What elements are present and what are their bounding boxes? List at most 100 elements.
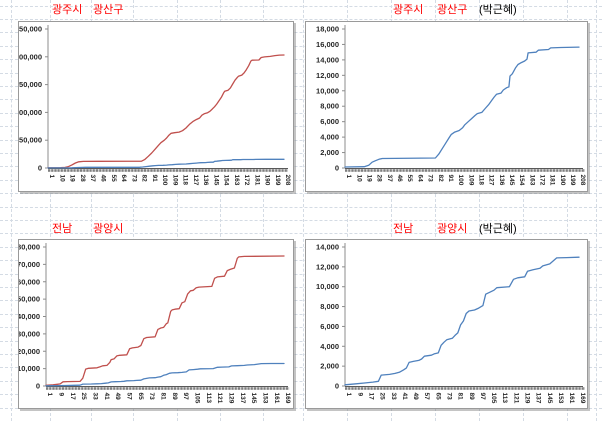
x-axis-tick-label: 169: [579, 393, 586, 404]
x-axis-tick-label: 100: [161, 175, 168, 186]
chart-jeonnam-gwangyang-park[interactable]: 0 2,000 4,000 6,000 8,000 10,000 12,000 14,000 1…: [305, 239, 588, 409]
x-axis-tick-label: 73: [427, 175, 434, 183]
x-axis-tick-label: 161: [568, 393, 575, 404]
y-axis-tick-label: 50,000: [19, 295, 40, 304]
y-axis-tick-label: 12,000: [316, 262, 339, 271]
x-axis-tick-label: 37: [386, 175, 393, 183]
y-axis-tick-label: 150,000: [19, 80, 42, 89]
x-axis-tick-label: 25: [379, 393, 386, 401]
x-axis-tick-label: 1: [345, 175, 352, 179]
x-axis-tick-label: 199: [569, 175, 576, 186]
chart-canvas: 0 2,000 4,000 6,000 8,000 10,000 12,000 14,000 1…: [316, 25, 586, 186]
y-axis-tick-label: 0: [38, 164, 42, 173]
chart-jeonnam-gwangyang-all[interactable]: 0 10,000 20,000 30,000 40,000 50,000 60,000 70,…: [18, 239, 294, 409]
x-axis-tick-label: 163: [528, 175, 535, 186]
cell-candidate-note-2[interactable]: (박근혜): [479, 223, 517, 235]
x-axis-tick-label: 41: [401, 393, 408, 401]
x-axis-tick-label: 1: [345, 393, 352, 397]
x-axis-tick-label: 105: [194, 393, 201, 404]
x-axis-tick-label: 81: [160, 393, 167, 401]
x-axis-tick-label: 49: [114, 393, 121, 401]
x-axis-tick-label: 46: [100, 175, 107, 183]
cell-candidate-note[interactable]: (박근혜): [479, 4, 517, 16]
x-axis-tick-label: 9: [356, 393, 363, 397]
x-axis-tick-label: 136: [202, 175, 209, 186]
x-axis-tick-label: 153: [557, 393, 564, 404]
y-axis-tick-label: 10,000: [19, 364, 40, 373]
x-axis-tick-label: 137: [239, 393, 246, 404]
chart-canvas: 0 10,000 20,000 30,000 40,000 50,000 60,000 70,…: [19, 243, 291, 404]
y-axis-tick-label: 16,000: [316, 40, 339, 49]
y-axis-tick-label: 6,000: [320, 117, 339, 126]
x-axis-tick-label: 55: [406, 175, 413, 183]
x-axis-tick-label: 49: [412, 393, 419, 401]
y-axis-tick-label: 100,000: [19, 108, 42, 117]
x-axis-tick-label: 91: [447, 175, 454, 183]
x-axis-tick-label: 91: [151, 175, 158, 183]
x-axis-tick-label: 97: [479, 393, 486, 401]
chart-gwangju-gwangsan-park[interactable]: 0 2,000 4,000 6,000 8,000 10,000 12,000 14,000 1…: [305, 21, 588, 192]
x-axis-tick-label: 19: [366, 175, 373, 183]
series-line-total-votes: [47, 54, 285, 169]
x-axis-tick-label: 121: [216, 393, 223, 404]
y-axis-tick-label: 18,000: [316, 25, 339, 34]
cell-region-jeonnam[interactable]: 전남: [52, 223, 73, 235]
x-axis-tick-label: 109: [171, 175, 178, 186]
x-axis-tick-label: 1: [46, 393, 53, 397]
y-axis-tick-label: 2,000: [320, 148, 339, 157]
x-axis-tick-label: 154: [223, 175, 230, 186]
cell-region-jeonnam-2[interactable]: 전남: [393, 223, 414, 235]
cell-region-gwangju[interactable]: 광주시: [52, 4, 83, 16]
x-axis-tick-label: 208: [579, 175, 586, 186]
x-axis-tick-label: 181: [549, 174, 556, 185]
y-axis-tick-label: 70,000: [19, 260, 40, 269]
y-axis-tick-label: 2,000: [320, 362, 339, 371]
x-axis-tick-label: 57: [423, 393, 430, 401]
x-axis-tick-label: 113: [205, 393, 212, 404]
x-axis-tick-label: 172: [539, 175, 546, 186]
x-axis-tick-label: 97: [182, 393, 189, 401]
x-axis-tick-label: 118: [182, 175, 189, 186]
x-axis-tick-label: 41: [103, 393, 110, 401]
x-axis-tick-label: 89: [468, 393, 475, 401]
series-line-park-geun-hye-votes: [45, 362, 285, 387]
x-axis-tick-label: 55: [110, 175, 117, 183]
x-axis-tick-label: 118: [477, 175, 484, 186]
y-axis-tick-label: 6,000: [320, 322, 339, 331]
x-axis-tick-label: 161: [273, 393, 280, 404]
x-axis-tick-label: 145: [508, 175, 515, 186]
x-axis-tick-label: 19: [69, 175, 76, 183]
cell-city-gwangyang[interactable]: 광양시: [93, 223, 124, 235]
x-axis-tick-label: 129: [523, 393, 530, 404]
x-axis-tick-label: 81: [457, 393, 464, 401]
cell-district-gwangsan-2[interactable]: 광산구: [437, 4, 468, 16]
cell-city-gwangyang-2[interactable]: 광양시: [437, 223, 468, 235]
x-axis-tick-label: 65: [434, 393, 441, 401]
y-axis-tick-label: 40,000: [19, 312, 40, 321]
x-axis-tick-label: 169: [284, 393, 291, 404]
x-axis-tick-label: 33: [390, 393, 397, 401]
x-axis-tick-label: 65: [137, 393, 144, 401]
cell-district-gwangsan[interactable]: 광산구: [93, 4, 124, 16]
x-axis-tick-label: 9: [58, 393, 65, 397]
x-axis-tick-label: 137: [535, 393, 542, 404]
x-axis-tick-label: 28: [376, 175, 383, 183]
x-axis-tick-label: 163: [233, 175, 240, 186]
y-axis-tick-label: 14,000: [316, 55, 339, 64]
series-line-park-geun-hye-votes: [344, 46, 580, 168]
x-axis-tick-label: 17: [69, 393, 76, 401]
y-axis-tick-label: 4,000: [320, 133, 339, 142]
x-axis-tick-label: 145: [546, 393, 553, 404]
cell-region-gwangju-2[interactable]: 광주시: [393, 4, 424, 16]
x-axis-tick-label: 190: [264, 174, 271, 185]
x-axis-tick-label: 82: [141, 175, 148, 183]
y-axis-tick-label: 20,000: [19, 347, 40, 356]
x-axis-tick-label: 10: [58, 175, 65, 183]
x-axis-tick-label: 17: [367, 393, 374, 401]
x-axis-tick-label: 64: [120, 175, 127, 183]
x-axis-tick-label: 190: [559, 175, 566, 186]
x-axis-tick-label: 127: [488, 175, 495, 186]
x-axis-tick-label: 64: [416, 175, 423, 183]
y-axis-tick-label: 50,000: [19, 136, 42, 145]
chart-gwangju-gwangsan-all[interactable]: 0 50,000 100,000 150,000 200,000 250,000 110 19…: [18, 21, 294, 192]
